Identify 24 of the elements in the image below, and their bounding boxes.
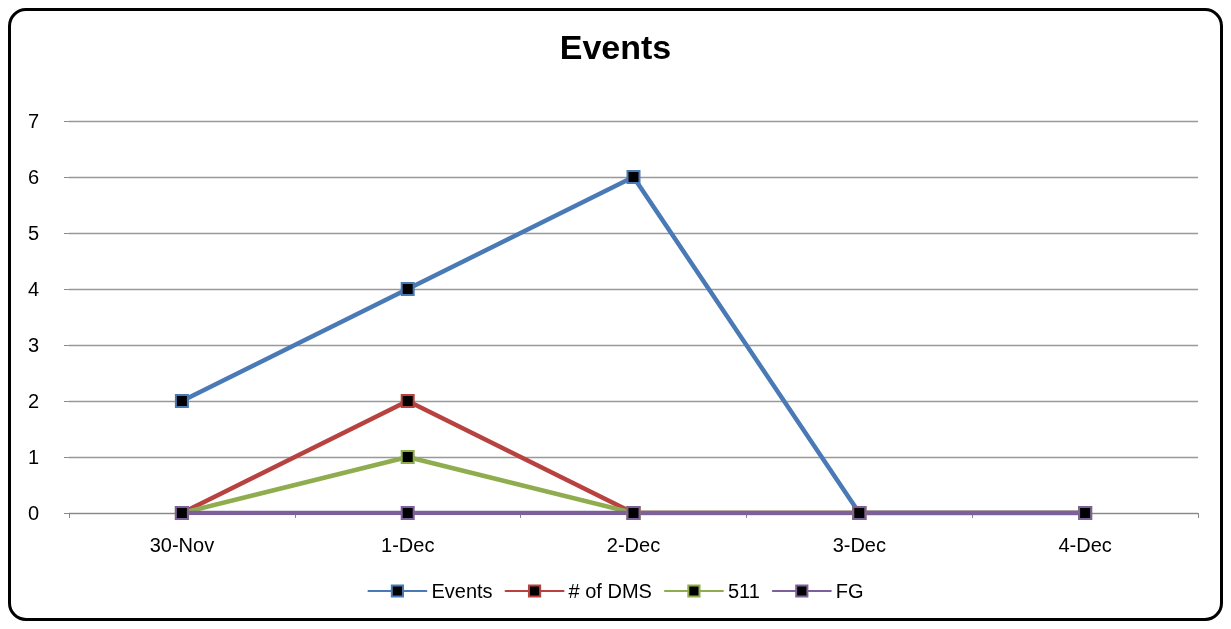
y-tick-label: 2 (27, 390, 39, 412)
y-tick-label: 5 (27, 222, 39, 244)
point (174, 394, 189, 408)
chart-title: Events (559, 28, 672, 66)
point (626, 170, 641, 184)
x-tick-label: 3-Dec (832, 534, 886, 556)
y-tick-label: 0 (27, 502, 39, 524)
point (400, 506, 415, 520)
x-tick-label: 2-Dec (606, 534, 661, 556)
y-tick-label: 1 (27, 446, 39, 468)
x-tick-label: 4-Dec (1058, 534, 1112, 556)
x-tick-label: 30-Nov (149, 534, 215, 556)
point (400, 450, 415, 464)
point (400, 282, 415, 296)
legend-label: # of DMS (568, 580, 652, 602)
legend-label: Events (431, 580, 493, 602)
legend-label: FG (835, 580, 864, 602)
point (400, 394, 415, 408)
x-tick-label: 1-Dec (381, 534, 435, 556)
y-tick-label: 6 (27, 166, 39, 188)
y-tick-label: 7 (27, 110, 39, 132)
legend-label: 511 (727, 580, 760, 602)
y-tick-label: 3 (27, 334, 39, 356)
y-tick-label: 4 (27, 278, 39, 300)
